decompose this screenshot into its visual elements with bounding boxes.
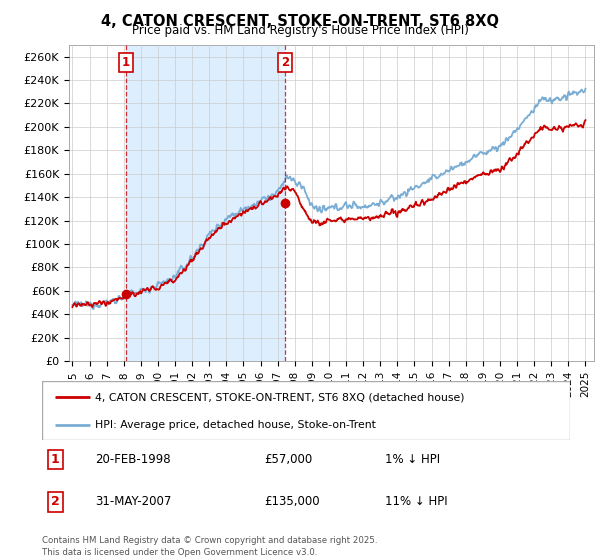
Text: 1: 1 bbox=[122, 56, 130, 69]
Text: 11% ↓ HPI: 11% ↓ HPI bbox=[385, 496, 448, 508]
FancyBboxPatch shape bbox=[42, 381, 570, 440]
Text: Contains HM Land Registry data © Crown copyright and database right 2025.
This d: Contains HM Land Registry data © Crown c… bbox=[42, 536, 377, 557]
Text: 2: 2 bbox=[281, 56, 289, 69]
Text: 1: 1 bbox=[51, 453, 59, 466]
Bar bbox=[126, 45, 285, 361]
Text: 2: 2 bbox=[51, 496, 59, 508]
Text: 4, CATON CRESCENT, STOKE-ON-TRENT, ST6 8XQ (detached house): 4, CATON CRESCENT, STOKE-ON-TRENT, ST6 8… bbox=[95, 392, 464, 402]
Text: £135,000: £135,000 bbox=[264, 496, 319, 508]
Text: HPI: Average price, detached house, Stoke-on-Trent: HPI: Average price, detached house, Stok… bbox=[95, 420, 376, 430]
Text: 20-FEB-1998: 20-FEB-1998 bbox=[95, 453, 170, 466]
Text: Price paid vs. HM Land Registry's House Price Index (HPI): Price paid vs. HM Land Registry's House … bbox=[131, 24, 469, 37]
Text: £57,000: £57,000 bbox=[264, 453, 312, 466]
Text: 4, CATON CRESCENT, STOKE-ON-TRENT, ST6 8XQ: 4, CATON CRESCENT, STOKE-ON-TRENT, ST6 8… bbox=[101, 14, 499, 29]
Text: 31-MAY-2007: 31-MAY-2007 bbox=[95, 496, 171, 508]
Text: 1% ↓ HPI: 1% ↓ HPI bbox=[385, 453, 440, 466]
